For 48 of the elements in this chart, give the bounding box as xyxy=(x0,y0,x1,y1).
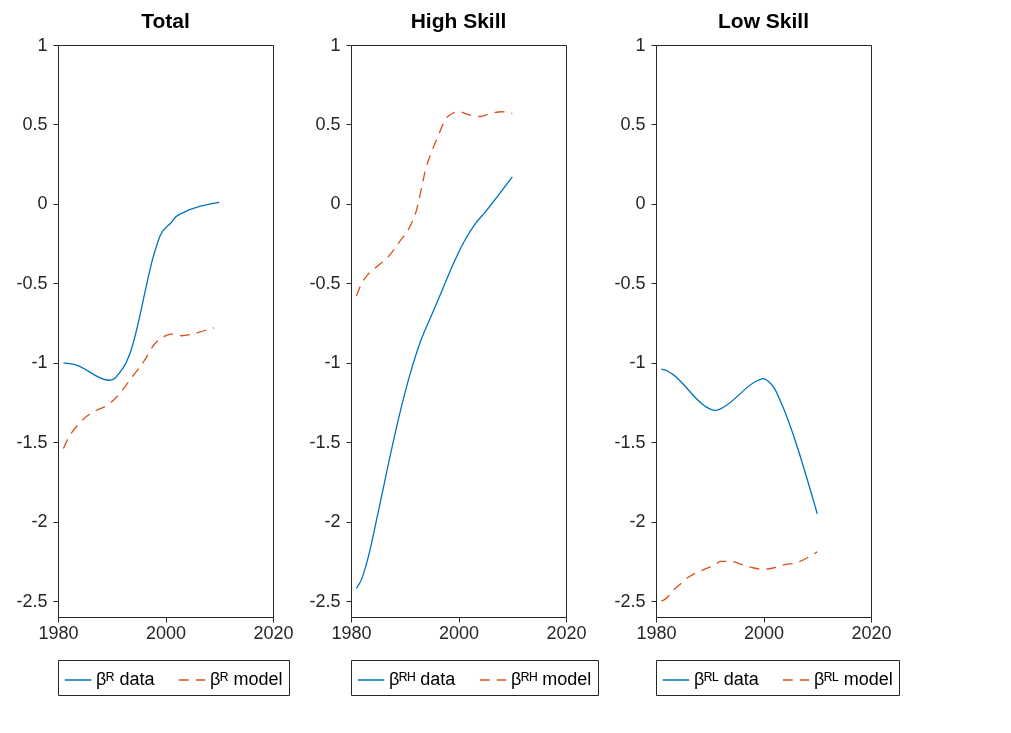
x-tick-label: 2000 xyxy=(145,622,187,643)
y-tick-label: -2.5 xyxy=(614,590,646,611)
y-tick-label: 1 xyxy=(37,34,48,55)
line-series xyxy=(660,368,818,515)
x-tick-label: 2000 xyxy=(438,622,480,643)
x-tick-label: 1980 xyxy=(38,622,79,643)
chart-title: Low Skill xyxy=(717,9,810,32)
y-tick-label: 1 xyxy=(330,34,341,55)
y-tick-label: 0 xyxy=(330,193,341,214)
x-tick-label: 2000 xyxy=(743,622,785,643)
line-series xyxy=(62,327,215,450)
y-tick-label: 0 xyxy=(635,193,646,214)
y-tick-label: -2 xyxy=(31,511,48,532)
y-tick-label: -1 xyxy=(31,352,48,373)
y-tick-label: -1.5 xyxy=(16,431,48,452)
x-tick-label: 1980 xyxy=(331,622,372,643)
y-tick-label: 0.5 xyxy=(22,113,48,134)
legend-label: βᴿᴸ data xyxy=(694,669,760,689)
y-tick-label: -1.5 xyxy=(614,431,646,452)
chart-title: Total xyxy=(141,9,190,32)
y-tick-label: 0.5 xyxy=(315,113,341,134)
x-tick-label: 2020 xyxy=(546,622,587,643)
legend-label: βᴿᴸ model xyxy=(814,669,893,689)
y-tick-label: -1 xyxy=(324,352,341,373)
y-tick-label: 0.5 xyxy=(620,113,646,134)
legend-label: βᴿ model xyxy=(210,669,283,689)
x-tick-label: 1980 xyxy=(636,622,677,643)
line-series xyxy=(355,111,513,297)
line-series xyxy=(62,201,220,381)
y-tick-label: -0.5 xyxy=(614,272,646,293)
chart-title: High Skill xyxy=(410,9,507,32)
x-tick-label: 2020 xyxy=(851,622,892,643)
y-tick-label: -2.5 xyxy=(309,590,341,611)
y-tick-label: 0 xyxy=(37,193,48,214)
y-tick-label: 1 xyxy=(635,34,646,55)
y-tick-label: -1.5 xyxy=(309,431,341,452)
legend-label: βᴿ data xyxy=(96,669,156,689)
line-series xyxy=(660,551,818,602)
y-tick-label: -0.5 xyxy=(16,272,48,293)
y-tick-label: -1 xyxy=(629,352,646,373)
y-tick-label: -0.5 xyxy=(309,272,341,293)
y-tick-label: -2 xyxy=(324,511,341,532)
y-tick-label: -2 xyxy=(629,511,646,532)
legend-label: βᴿᴴ model xyxy=(511,669,592,689)
legend-label: βᴿᴴ data xyxy=(389,669,457,689)
y-tick-label: -2.5 xyxy=(16,590,48,611)
line-series xyxy=(355,176,513,590)
x-tick-label: 2020 xyxy=(253,622,294,643)
